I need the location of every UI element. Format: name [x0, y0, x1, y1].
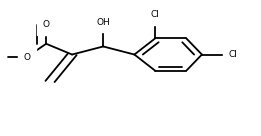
Text: O: O [23, 53, 30, 62]
Text: Cl: Cl [229, 50, 238, 59]
Text: OH: OH [96, 18, 110, 27]
Text: Cl: Cl [151, 10, 159, 19]
Text: O: O [43, 20, 50, 29]
